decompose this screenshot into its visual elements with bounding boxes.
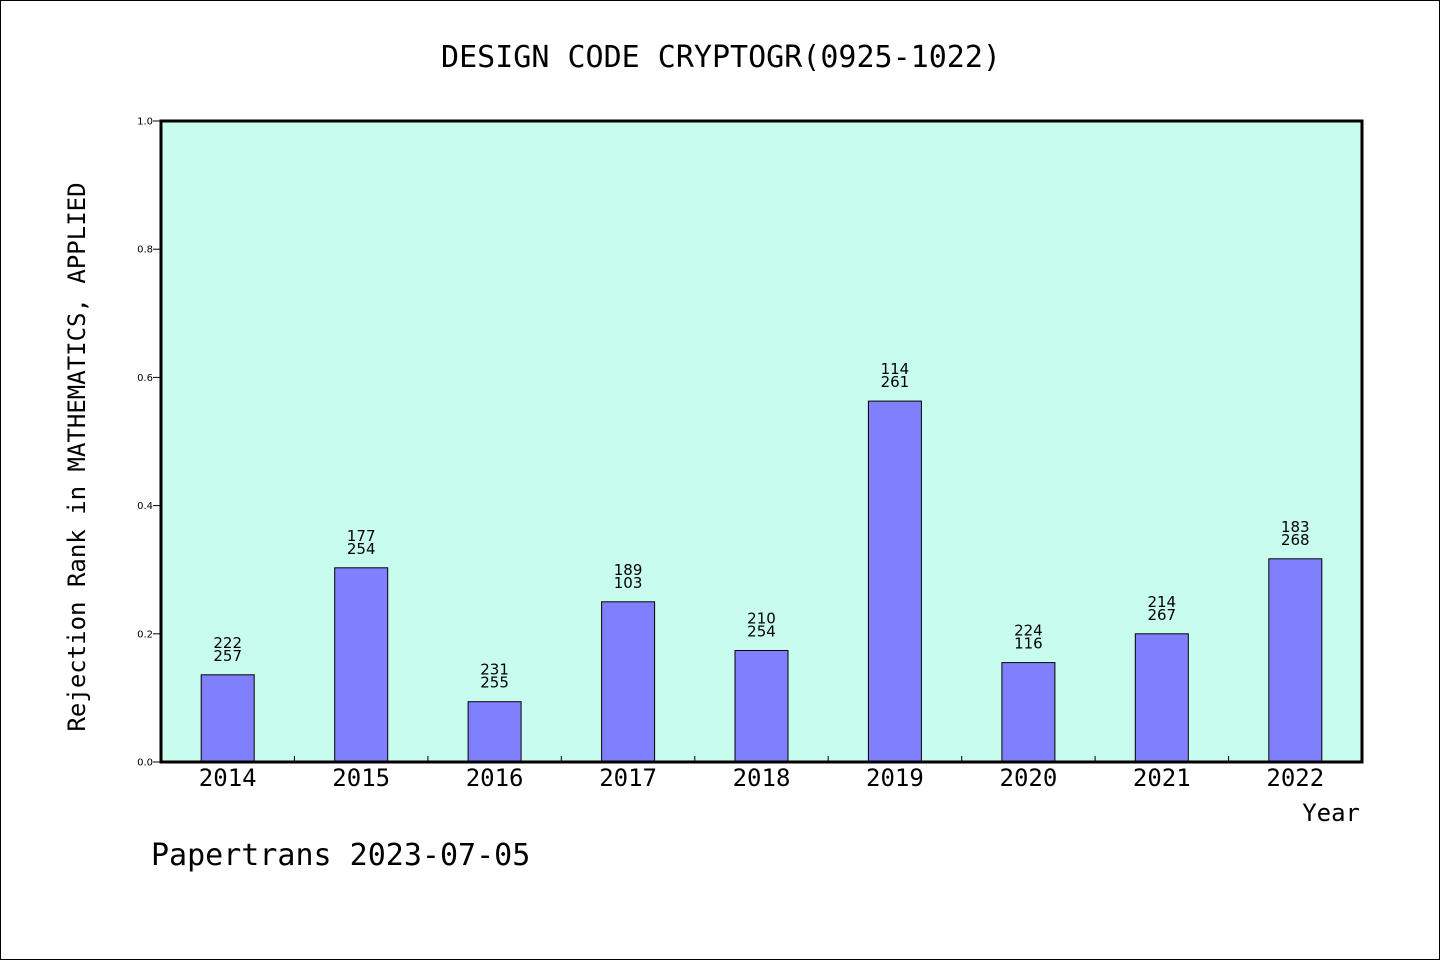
y-tick-label-0.4: 0.4 [137, 501, 153, 512]
x-axis-label: Year [1302, 799, 1360, 827]
bar-2022 [1268, 558, 1323, 763]
bar-value-label-2017-1: 189 [614, 561, 643, 579]
x-tick-label-2016: 2016 [466, 764, 524, 792]
bar-value-label-2019-1: 114 [881, 360, 910, 378]
bar-value-label-2020-1: 224 [1014, 622, 1043, 640]
bar-value-label-2014-2: 257 [213, 647, 242, 665]
bar-labels-group: 2222571772542312551891032102541142612241… [213, 360, 1309, 692]
bar-value-label-2018-2: 254 [747, 623, 776, 641]
x-tick-label-2022: 2022 [1266, 764, 1324, 792]
x-axis: 2014 2015 2016 2017 2018 2019 2020 2021 2022 [199, 756, 1324, 792]
y-tick-label-0.0: 0.0 [137, 758, 153, 769]
x-tick-label-2015: 2015 [332, 764, 390, 792]
bar-value-label-2021-1: 214 [1147, 593, 1176, 611]
bar-2015 [334, 567, 389, 763]
x-tick-label-2018: 2018 [733, 764, 791, 792]
bar-value-label-2017-2: 103 [614, 574, 643, 592]
bar-value-label-2014-1: 222 [213, 634, 242, 652]
y-tick-label-0.6: 0.6 [137, 373, 153, 384]
chart-title: DESIGN CODE CRYPTOGR(0925-1022) [441, 40, 1001, 75]
y-axis: 0.0 0.2 0.4 0.6 0.8 1.0 [137, 117, 161, 769]
bar-value-label-2016-2: 255 [480, 674, 509, 692]
x-tick-label-2021: 2021 [1133, 764, 1191, 792]
bar-2017 [601, 601, 656, 763]
x-tick-label-2020: 2020 [1000, 764, 1058, 792]
bar-2021 [1134, 633, 1189, 763]
x-tick-label-2017: 2017 [599, 764, 657, 792]
plot-frame [159, 119, 1364, 764]
y-axis-label: Rejection Rank in MATHEMATICS, APPLIED [63, 182, 91, 731]
bar-value-label-2020-2: 116 [1014, 635, 1043, 653]
bar-2016 [467, 701, 522, 763]
bar-2019 [867, 400, 922, 763]
x-tick-label-2019: 2019 [866, 764, 924, 792]
y-tick-label-0.8: 0.8 [137, 245, 153, 256]
y-tick-label-1.0: 1.0 [137, 117, 153, 128]
footer-credit: Papertrans 2023-07-05 [151, 838, 530, 873]
bar-value-label-2022-2: 268 [1281, 531, 1310, 549]
bars-group [200, 400, 1323, 763]
bar-2014 [200, 674, 255, 763]
bar-2020 [1001, 662, 1056, 763]
bar-value-label-2018-1: 210 [747, 610, 776, 628]
bar-2018 [734, 650, 789, 763]
x-tick-label-2014: 2014 [199, 764, 257, 792]
bar-value-label-2015-2: 254 [347, 540, 376, 558]
bar-value-label-2015-1: 177 [347, 527, 376, 545]
bar-value-label-2016-1: 231 [480, 661, 509, 679]
bar-value-label-2021-2: 267 [1147, 606, 1176, 624]
y-tick-label-0.2: 0.2 [137, 629, 153, 640]
bar-value-label-2019-2: 261 [881, 373, 910, 391]
bar-value-label-2022-1: 183 [1281, 518, 1310, 536]
